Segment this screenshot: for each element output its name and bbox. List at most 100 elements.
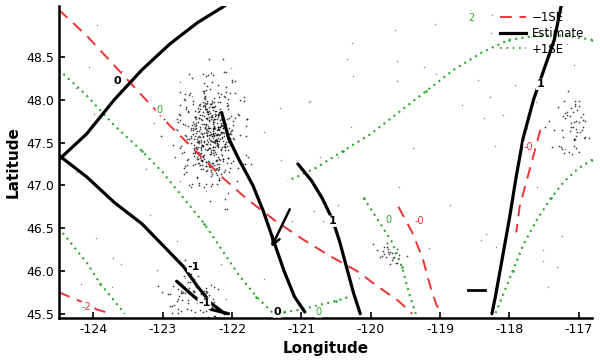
Point bbox=[226, 90, 235, 96]
Point bbox=[198, 134, 208, 139]
Point bbox=[204, 114, 214, 120]
Point bbox=[168, 283, 178, 289]
Point bbox=[221, 296, 231, 302]
Point bbox=[180, 132, 190, 138]
Point bbox=[220, 169, 229, 175]
Point bbox=[224, 115, 234, 121]
Point bbox=[209, 124, 218, 130]
Point bbox=[198, 103, 208, 109]
Point bbox=[201, 290, 211, 296]
Point bbox=[173, 119, 183, 125]
Point bbox=[486, 30, 496, 35]
Point bbox=[239, 94, 248, 100]
Point bbox=[209, 299, 218, 305]
Point bbox=[384, 251, 394, 257]
Point bbox=[572, 108, 582, 113]
Point bbox=[202, 100, 212, 106]
Text: 0: 0 bbox=[114, 76, 122, 86]
Point bbox=[241, 161, 250, 167]
Point bbox=[193, 139, 202, 144]
Point bbox=[208, 144, 218, 150]
Point bbox=[226, 142, 236, 148]
Point bbox=[194, 160, 203, 166]
Point bbox=[184, 289, 194, 295]
Point bbox=[217, 135, 227, 141]
Point bbox=[172, 116, 182, 122]
Point bbox=[208, 104, 217, 110]
Point bbox=[560, 115, 570, 121]
Point bbox=[214, 124, 223, 130]
Point bbox=[259, 276, 268, 282]
Point bbox=[190, 276, 199, 282]
Point bbox=[431, 72, 441, 77]
Point bbox=[209, 119, 219, 125]
Point bbox=[571, 104, 580, 109]
Point bbox=[191, 145, 200, 151]
Point bbox=[215, 109, 224, 115]
Point bbox=[186, 307, 196, 313]
Point bbox=[176, 143, 185, 149]
Point bbox=[199, 309, 208, 315]
Point bbox=[243, 154, 253, 160]
Point bbox=[222, 135, 232, 140]
Point bbox=[221, 140, 230, 146]
Point bbox=[193, 144, 202, 150]
Point bbox=[531, 99, 541, 105]
Point bbox=[206, 149, 215, 155]
Point bbox=[430, 21, 440, 27]
Point bbox=[232, 178, 241, 184]
Point bbox=[224, 131, 234, 137]
Point bbox=[145, 212, 155, 218]
Point bbox=[544, 118, 554, 124]
Point bbox=[391, 260, 401, 266]
Point bbox=[210, 140, 220, 146]
Point bbox=[211, 157, 221, 163]
Point bbox=[197, 157, 206, 163]
Point bbox=[211, 149, 220, 155]
Point bbox=[566, 120, 575, 126]
Point bbox=[204, 56, 214, 62]
Point bbox=[194, 138, 204, 144]
Point bbox=[191, 122, 200, 127]
Point bbox=[199, 109, 208, 115]
Point bbox=[211, 112, 221, 118]
Point bbox=[205, 198, 215, 204]
Point bbox=[218, 125, 228, 131]
Point bbox=[490, 143, 500, 148]
Point bbox=[208, 113, 217, 118]
Point bbox=[188, 288, 197, 294]
Point bbox=[190, 142, 199, 148]
Point bbox=[197, 166, 206, 172]
Point bbox=[175, 79, 185, 85]
Point bbox=[196, 163, 205, 168]
Point bbox=[215, 106, 225, 111]
Point bbox=[201, 127, 211, 132]
Point bbox=[575, 119, 584, 125]
Point bbox=[208, 130, 218, 136]
Point bbox=[202, 101, 211, 107]
Point bbox=[202, 181, 211, 187]
Point bbox=[197, 116, 206, 122]
Point bbox=[216, 92, 226, 97]
Point bbox=[199, 153, 208, 159]
Point bbox=[216, 123, 226, 129]
Point bbox=[557, 127, 567, 133]
Point bbox=[473, 77, 482, 83]
Point bbox=[209, 152, 219, 158]
Point bbox=[184, 123, 193, 129]
Point bbox=[565, 128, 575, 134]
Point bbox=[212, 132, 222, 138]
Point bbox=[156, 133, 166, 139]
Point bbox=[201, 163, 211, 169]
Point bbox=[173, 286, 182, 292]
Point bbox=[189, 294, 199, 299]
Point bbox=[205, 117, 214, 123]
Point bbox=[177, 297, 187, 303]
Point bbox=[200, 106, 210, 112]
Point bbox=[215, 94, 224, 100]
Point bbox=[190, 149, 200, 155]
Point bbox=[207, 138, 217, 144]
Point bbox=[181, 257, 190, 262]
Point bbox=[566, 124, 576, 130]
Point bbox=[205, 137, 215, 143]
